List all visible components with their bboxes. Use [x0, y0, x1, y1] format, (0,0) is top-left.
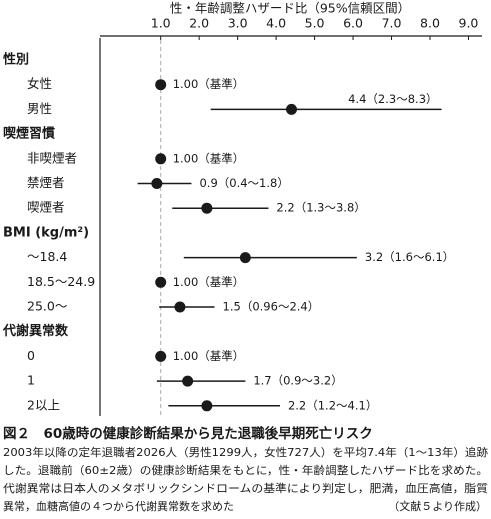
x-tick-label: 6.0: [343, 16, 363, 31]
point: [155, 79, 167, 91]
caption-line: 2003年以降の定年退職者2026人（男性1299人，女性727人）を平均7.4…: [3, 445, 488, 459]
row-label: 1: [27, 373, 35, 388]
x-tick-label: 2.0: [189, 16, 209, 31]
value-label: 1.5（0.96～2.4）: [223, 300, 320, 314]
x-tick-label: 4.0: [266, 16, 286, 31]
row-label: 非喫煙者: [27, 150, 77, 165]
point: [182, 375, 194, 387]
value-label: 1.00（基準）: [173, 275, 245, 289]
group-label: 性別: [3, 52, 29, 68]
value-label: 1.00（基準）: [173, 151, 245, 165]
point: [286, 103, 297, 115]
group-label: BMI (kg/m²): [3, 225, 89, 240]
point: [155, 276, 167, 288]
value-label: 0.9（0.4～1.8）: [199, 176, 288, 190]
row-label: 禁煙者: [27, 175, 65, 190]
caption-line: 代謝異常は日本人のメタボリックシンドロームの基準により判定し，肥満，血圧高値，脂…: [3, 481, 488, 495]
x-tick-label: 7.0: [382, 16, 402, 31]
point: [201, 400, 213, 412]
row-label: 0: [27, 348, 35, 363]
group-label: 喫煙習慣: [3, 126, 55, 142]
x-tick-label: 3.0: [228, 16, 248, 31]
point: [151, 178, 163, 189]
axis-title: 性・年齢調整ハザード比（95%信頼区間）: [170, 1, 410, 16]
point: [174, 301, 186, 313]
row-label: 25.0～: [27, 299, 67, 314]
point: [239, 252, 251, 264]
point: [155, 350, 167, 362]
x-tick-label: 8.0: [420, 16, 440, 31]
value-label: 3.2（1.6～6.1）: [365, 250, 454, 264]
x-tick-label: 1.0: [151, 16, 171, 31]
caption-title: 図２ 60歳時の健康診断結果から見た退職後早期死亡リスク: [3, 425, 373, 442]
caption-source: （文献５より作成）: [388, 499, 487, 513]
value-label: 1.00（基準）: [173, 349, 245, 363]
caption-line: した。退職前（60±2歳）の健康診断結果をもとに，性・年齢調整したハザード比を求…: [3, 463, 488, 477]
row-label: 男性: [27, 101, 52, 116]
value-label: 2.2（1.2～4.1）: [288, 398, 377, 412]
row-label: 喫煙者: [27, 200, 65, 215]
point: [201, 202, 213, 214]
row-label: 18.5～24.9: [27, 274, 95, 289]
x-tick-label: 9.0: [459, 16, 479, 31]
value-label: 1.7（0.9～3.2）: [253, 374, 342, 388]
group-label: 代謝異常数: [2, 323, 69, 339]
value-label: 2.2（1.3～3.8）: [276, 201, 365, 215]
row-label: 2以上: [27, 397, 60, 412]
caption-line: 異常，血糖高値の４つから代謝異常数を求めた: [3, 499, 234, 513]
row-label: 女性: [27, 76, 52, 91]
value-label: 4.4（2.3～8.3）: [348, 92, 437, 106]
x-tick-label: 5.0: [305, 16, 325, 31]
point: [155, 153, 167, 165]
row-label: ～18.4: [27, 249, 67, 264]
value-label: 1.00（基準）: [173, 77, 245, 91]
